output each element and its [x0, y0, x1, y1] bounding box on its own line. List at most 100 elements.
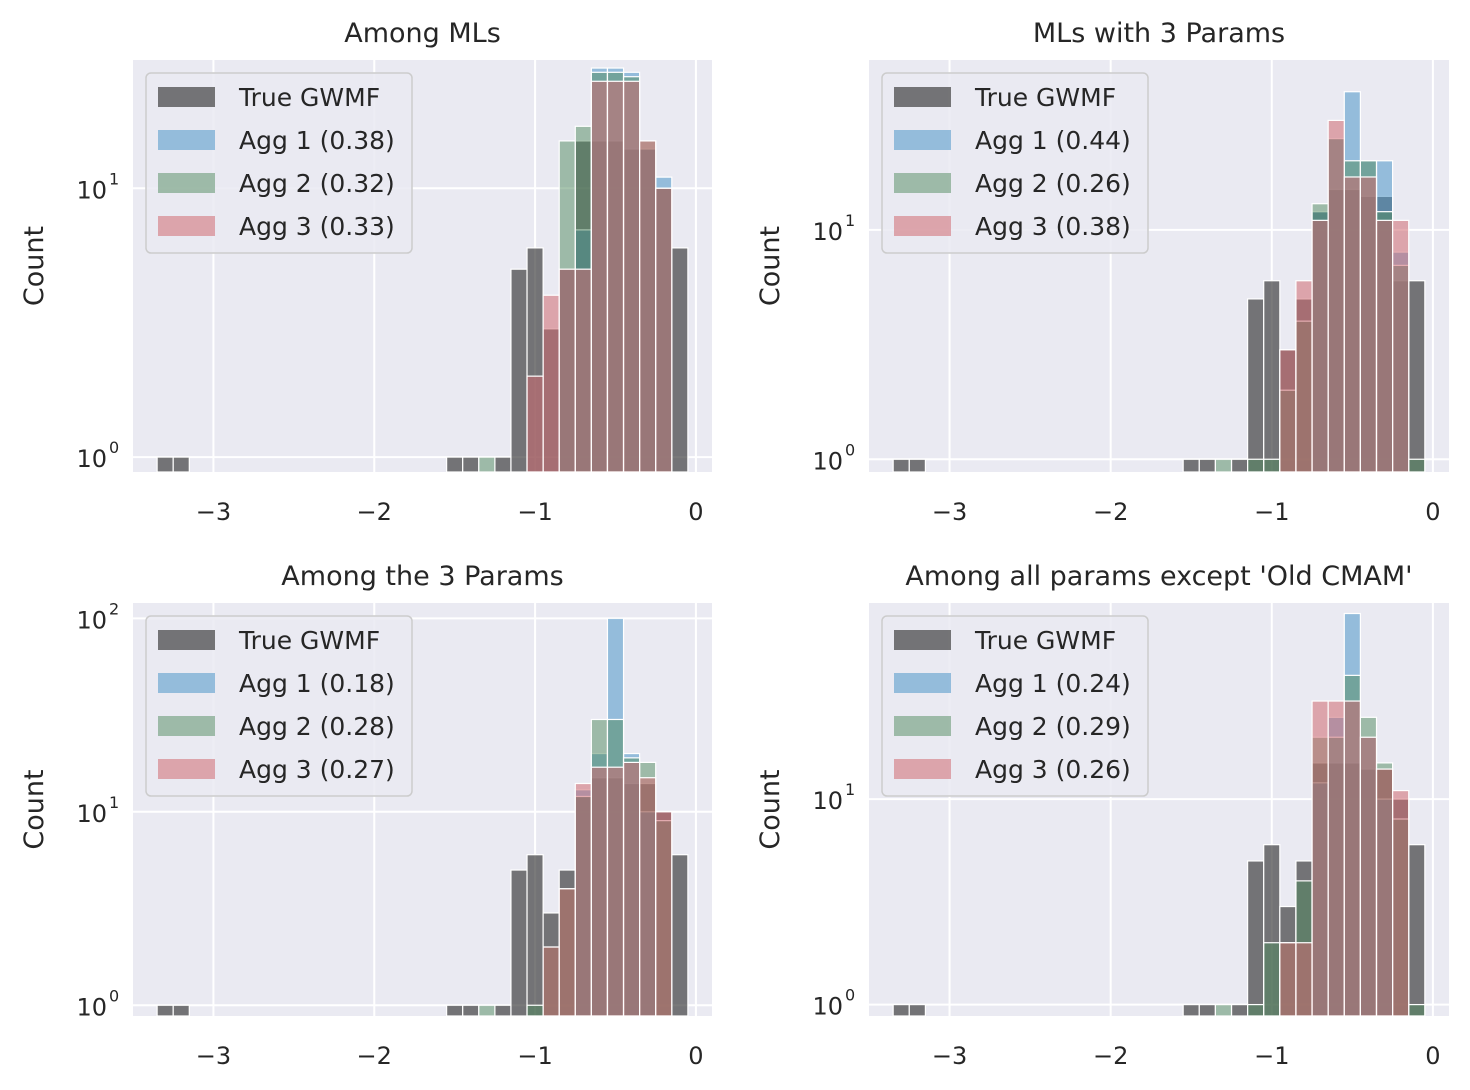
y-tick-exponent: 1	[845, 780, 855, 799]
bar	[574, 782, 592, 1017]
y-tick-label: 10	[76, 176, 107, 204]
bar	[1311, 219, 1329, 473]
bar	[446, 1004, 464, 1017]
bar	[622, 761, 641, 1017]
legend: True GWMF Agg 1 (0.44) Agg 2 (0.26) Agg 3 (…	[881, 72, 1149, 254]
bar	[671, 854, 689, 1017]
bar	[478, 456, 496, 473]
x-tick-label: −2	[357, 498, 392, 526]
bar	[1295, 942, 1313, 1017]
bar	[1408, 1003, 1426, 1017]
legend-swatch-agg-2	[894, 173, 951, 193]
chart-title: Among MLs	[344, 18, 501, 49]
bar	[1343, 700, 1361, 1017]
bar	[1327, 700, 1345, 1017]
legend-swatch-agg-3	[894, 759, 951, 779]
legend-box	[881, 72, 1149, 254]
legend-label-agg-3: Agg 3 (0.26)	[975, 755, 1131, 784]
bar	[156, 1004, 174, 1017]
x-tick-label: 0	[1425, 498, 1440, 526]
bar	[462, 1004, 480, 1017]
bar	[1359, 736, 1378, 1017]
x-tick-label: −1	[1254, 1042, 1289, 1070]
legend: True GWMF Agg 1 (0.24) Agg 2 (0.29) Agg 3 (…	[881, 615, 1149, 797]
legend-swatch-agg-3	[158, 759, 215, 779]
legend-label-true-gwmf: True GWMF	[974, 83, 1116, 112]
bar	[655, 187, 673, 473]
x-tick-label: −3	[196, 1042, 231, 1070]
legend-swatch-true-gwmf	[158, 87, 215, 107]
bar	[1408, 280, 1426, 473]
bar	[908, 458, 926, 473]
y-tick-exponent: 0	[109, 986, 119, 1005]
legend-swatch-agg-3	[894, 216, 951, 236]
x-tick-label: −3	[932, 498, 967, 526]
bar	[1198, 1003, 1216, 1017]
bar	[1375, 768, 1394, 1017]
bar	[494, 1004, 512, 1017]
bar	[1408, 844, 1426, 1017]
bar	[574, 268, 592, 473]
bar	[671, 247, 689, 473]
bar	[1198, 458, 1216, 473]
series-agg-3	[542, 761, 673, 1017]
y-tick-label: 10	[76, 445, 107, 473]
y-axis-label: Count	[19, 226, 50, 306]
bar	[622, 80, 641, 473]
bar	[1263, 942, 1281, 1017]
legend-swatch-agg-2	[158, 173, 215, 193]
bar	[526, 1004, 544, 1017]
bar	[558, 888, 576, 1017]
legend-label-agg-1: Agg 1 (0.38)	[239, 126, 395, 155]
bar	[526, 854, 544, 1017]
bar	[156, 456, 174, 473]
bar	[172, 1004, 190, 1017]
legend-swatch-true-gwmf	[894, 630, 951, 650]
chart-title: Among the 3 Params	[281, 561, 563, 592]
x-tick-label: −1	[517, 1042, 552, 1070]
legend-swatch-agg-2	[894, 716, 951, 736]
legend-swatch-agg-1	[894, 673, 951, 693]
x-tick-label: −2	[1093, 1042, 1128, 1070]
legend-label-agg-1: Agg 1 (0.18)	[239, 669, 395, 698]
y-tick-exponent: 1	[845, 211, 855, 230]
y-tick-exponent: 0	[109, 438, 119, 457]
legend-swatch-agg-1	[158, 673, 215, 693]
bar	[510, 268, 528, 473]
y-tick-label: 10	[76, 800, 107, 828]
bar	[1295, 280, 1313, 473]
chart-title: MLs with 3 Params	[1033, 18, 1285, 49]
legend-label-agg-1: Agg 1 (0.24)	[975, 669, 1131, 698]
legend-swatch-true-gwmf	[894, 87, 951, 107]
legend-label-agg-3: Agg 3 (0.38)	[975, 212, 1131, 241]
y-tick-label: 10	[812, 993, 843, 1021]
bar	[1182, 1003, 1200, 1017]
legend-swatch-agg-2	[158, 716, 215, 736]
bar	[526, 375, 544, 473]
y-tick-label: 10	[812, 447, 843, 475]
y-axis-label: Count	[755, 769, 786, 849]
y-tick-exponent: 1	[109, 793, 119, 812]
legend-label-true-gwmf: True GWMF	[238, 626, 380, 655]
bar	[1392, 219, 1410, 473]
bar	[655, 811, 673, 1017]
y-tick-exponent: 2	[109, 599, 119, 618]
bar	[590, 766, 609, 1017]
x-tick-label: −1	[1254, 498, 1289, 526]
legend-label-agg-2: Agg 2 (0.29)	[975, 712, 1131, 741]
bar	[542, 294, 560, 473]
bar	[590, 80, 609, 473]
bar	[892, 1003, 910, 1017]
bar	[1247, 458, 1265, 473]
bar	[1230, 458, 1249, 473]
x-tick-label: 0	[1425, 1042, 1440, 1070]
bar	[1375, 219, 1394, 473]
bar	[542, 946, 560, 1017]
y-tick-label: 10	[76, 606, 107, 634]
legend-label-true-gwmf: True GWMF	[974, 626, 1116, 655]
series-agg-3	[1279, 700, 1410, 1017]
y-tick-exponent: 0	[845, 986, 855, 1005]
